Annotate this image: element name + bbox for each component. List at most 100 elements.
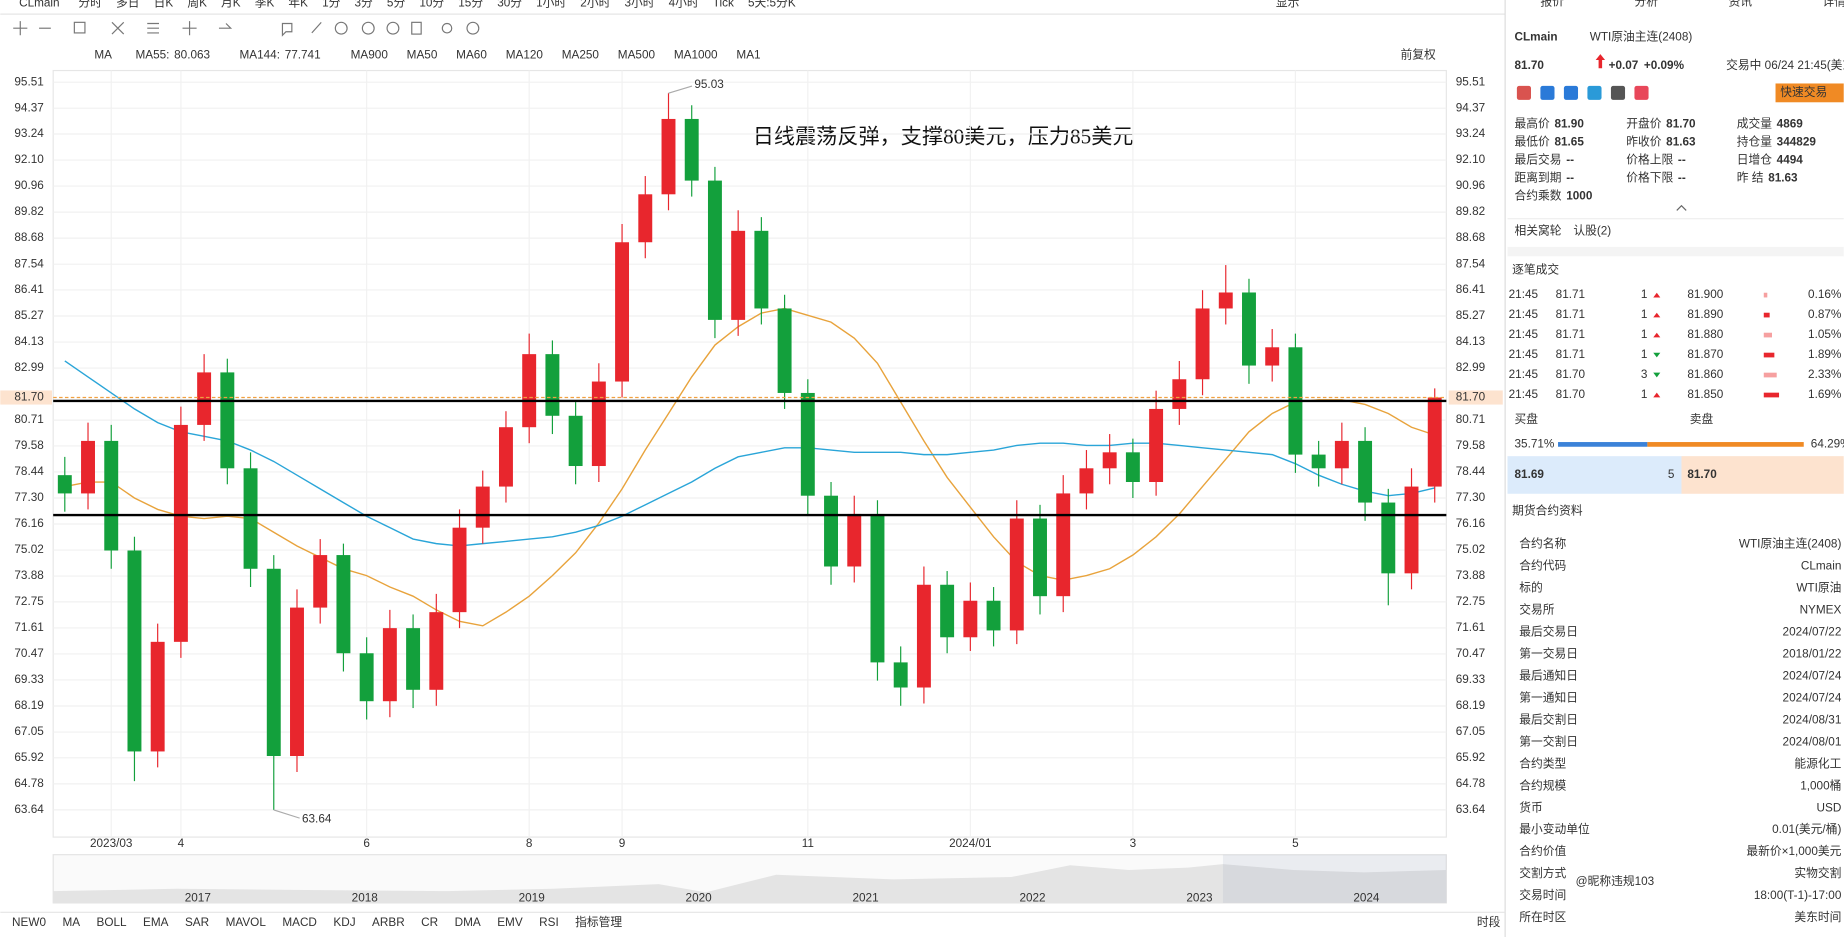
max-label: 95.03	[694, 78, 724, 91]
candle-body	[173, 424, 188, 642]
y-tick-label-right: 88.68	[1456, 231, 1486, 244]
period-tab[interactable]: 2小时	[580, 0, 610, 10]
y-tick-label-right: 79.58	[1456, 439, 1486, 452]
drawing-tools[interactable]	[13, 21, 480, 37]
y-tick-label-right: 76.16	[1456, 517, 1486, 530]
legend-name: MA55:	[135, 48, 169, 61]
period-tab[interactable]: Tick	[713, 0, 734, 10]
legend-inactive: MA50	[407, 48, 438, 61]
indicator-tab[interactable]: MA	[62, 916, 80, 929]
period-tab[interactable]: 多日	[116, 0, 139, 10]
period-tab[interactable]: 10分	[419, 0, 444, 10]
navigator-window[interactable]	[1222, 854, 1447, 903]
contract-label: 标的	[1519, 580, 1543, 594]
warrants-link[interactable]: 认股(2)	[1573, 225, 1611, 238]
indicator-tab[interactable]: EMA	[143, 916, 169, 929]
candle-body	[1195, 308, 1210, 380]
candle-body	[1218, 292, 1233, 309]
panel-tab[interactable]: 资讯	[1729, 0, 1753, 8]
y-tick-label-right: 71.61	[1456, 621, 1485, 634]
badge-icon[interactable]	[1587, 85, 1602, 100]
stat-value: 4869	[1777, 118, 1804, 131]
badge-icon[interactable]	[1634, 85, 1649, 100]
trade-price: 81.70	[1556, 368, 1586, 381]
y-tick-label: 90.96	[14, 179, 44, 192]
stat-label: 价格上限	[1626, 153, 1673, 167]
trade-price: 81.70	[1556, 388, 1586, 401]
stat-value: 81.63	[1666, 136, 1696, 149]
indicator-tab[interactable]: MACD	[282, 916, 317, 929]
indicator-tab[interactable]: RSI	[539, 916, 559, 929]
contract-value: 2024/07/22	[1783, 625, 1842, 638]
navigator-year: 2021	[852, 891, 878, 904]
period-tab[interactable]: 15分	[458, 0, 483, 10]
indicator-tab[interactable]: NEW0	[12, 916, 46, 929]
candle-body	[359, 653, 374, 702]
contract-label: 最后通知日	[1519, 668, 1578, 682]
period-tab[interactable]: 日K	[154, 0, 174, 10]
contract-title: 期货合约资料	[1512, 504, 1583, 518]
stat-label: 日增仓	[1737, 153, 1773, 167]
period-tab[interactable]: 季K	[255, 0, 275, 10]
candle-body	[1358, 440, 1373, 503]
adjust-mode[interactable]: 前复权	[1400, 47, 1436, 61]
y-tick-label: 67.05	[14, 725, 44, 738]
period-tab[interactable]: 3小时	[624, 0, 654, 10]
display-menu[interactable]: 显示	[1276, 0, 1300, 10]
session-button[interactable]: 时段	[1477, 915, 1501, 929]
trade-bar	[1763, 332, 1773, 338]
ma-select[interactable]: MA	[94, 48, 112, 61]
candle-body	[313, 555, 328, 608]
period-tab[interactable]: 周K	[187, 0, 207, 10]
period-tab[interactable]: 分时	[78, 0, 102, 10]
y-tick-label-right: 94.37	[1456, 101, 1485, 114]
badge-icon[interactable]	[1610, 85, 1626, 100]
period-tab[interactable]: 30分	[497, 0, 522, 10]
stat-label: 开盘价	[1626, 117, 1662, 131]
badge-icon[interactable]	[1540, 85, 1555, 100]
period-tab[interactable]: 3分	[355, 0, 374, 10]
stat-value: --	[1566, 172, 1574, 185]
trade-time: 21:45	[1509, 328, 1539, 341]
trades-title: 逐笔成交	[1512, 263, 1559, 277]
indicator-tab[interactable]: ARBR	[372, 916, 405, 929]
contract-label: 合约价值	[1519, 844, 1566, 858]
trade-arrow	[1653, 332, 1661, 338]
badge-icon[interactable]	[1516, 85, 1531, 100]
candle-body	[150, 641, 165, 752]
y-tick-label-right: 72.75	[1456, 595, 1486, 608]
quick-trade-button[interactable]	[1775, 83, 1844, 103]
period-tab[interactable]: 年K	[288, 0, 308, 10]
navigator-year: 2024	[1353, 891, 1380, 904]
contract-value: 最新价×1,000美元	[1746, 844, 1841, 858]
badge-icon[interactable]	[1563, 85, 1579, 100]
indicator-tab[interactable]: MAVOL	[226, 916, 267, 929]
panel-tab[interactable]: 详情	[1823, 0, 1844, 8]
quick-trade-label[interactable]: 快速交易	[1780, 85, 1827, 99]
indicator-tab[interactable]: DMA	[455, 916, 481, 929]
period-tab[interactable]: 1小时	[536, 0, 566, 10]
indicator-tab[interactable]: EMV	[497, 916, 523, 929]
period-tab[interactable]: 月K	[221, 0, 241, 10]
candle-body	[777, 308, 792, 393]
period-tab[interactable]: 1分	[322, 0, 341, 10]
y-tick-label: 94.37	[14, 101, 43, 114]
up-arrow	[1595, 54, 1606, 69]
collapse-caret[interactable]	[1676, 204, 1687, 211]
panel-tab[interactable]: 分析	[1634, 0, 1658, 8]
indicator-manage[interactable]: 指标管理	[575, 915, 622, 929]
trade-time: 21:45	[1509, 368, 1539, 381]
indicator-tab[interactable]: BOLL	[97, 916, 128, 929]
contract-value: 0.01(美元/桶)	[1772, 822, 1841, 836]
indicator-tab[interactable]: KDJ	[333, 916, 355, 929]
period-tab[interactable]: 5分	[387, 0, 406, 10]
period-tab[interactable]: 4小时	[669, 0, 699, 10]
period-tab[interactable]: 5天:5分K	[748, 0, 796, 10]
stat-value: 344829	[1777, 136, 1817, 149]
contract-value: NYMEX	[1800, 603, 1842, 616]
contract-value: 1,000桶	[1800, 778, 1841, 792]
indicator-tab[interactable]: SAR	[185, 916, 209, 929]
indicator-tab[interactable]: CR	[421, 916, 438, 929]
symbol-tab[interactable]: CLmain	[19, 0, 60, 10]
panel-tab[interactable]: 报价	[1540, 0, 1564, 8]
